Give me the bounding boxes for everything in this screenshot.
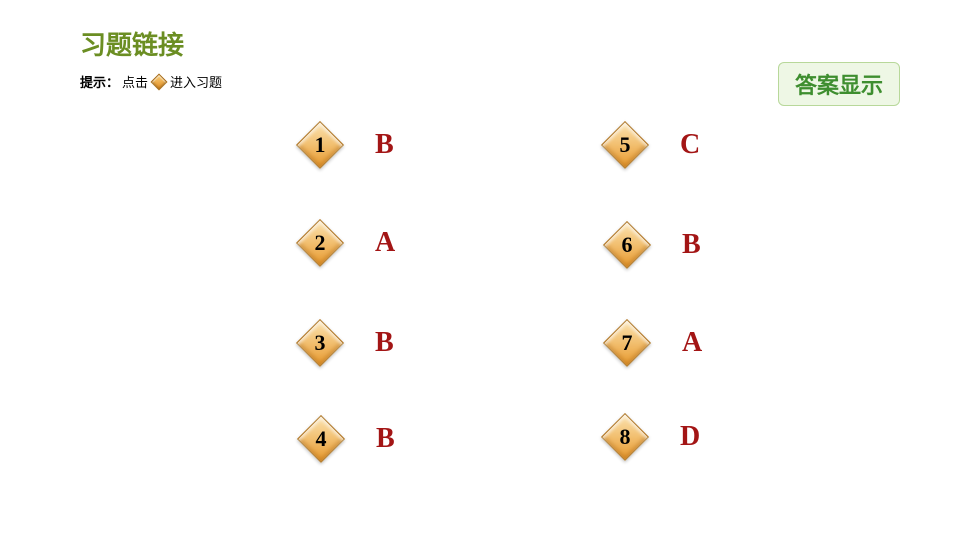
diamond-icon: [151, 73, 168, 90]
exercise-link-7[interactable]: 7A: [602, 318, 702, 368]
exercise-number: 5: [620, 132, 631, 158]
exercise-number: 2: [315, 230, 326, 256]
answer-display-button[interactable]: 答案显示: [778, 62, 900, 106]
exercise-number: 8: [620, 424, 631, 450]
diamond-icon: 3: [295, 318, 345, 368]
exercise-number: 1: [315, 132, 326, 158]
diamond-icon: 5: [600, 120, 650, 170]
exercise-number: 6: [622, 232, 633, 258]
exercise-number: 7: [622, 330, 633, 356]
diamond-icon: 2: [295, 218, 345, 268]
hint-prefix: 提示：: [80, 72, 119, 91]
exercise-link-8[interactable]: 8D: [600, 412, 700, 462]
diamond-icon: 4: [296, 414, 346, 464]
exercise-link-3[interactable]: 3B: [295, 318, 394, 368]
exercise-link-4[interactable]: 4B: [296, 414, 395, 464]
hint-suffix: 进入习题: [170, 72, 222, 91]
answer-letter: B: [375, 129, 394, 161]
answer-letter: D: [680, 421, 700, 453]
hint-line: 提示： 点击 进入习题: [80, 72, 222, 91]
exercise-number: 4: [316, 426, 327, 452]
answer-letter: B: [682, 229, 701, 261]
answer-letter: B: [376, 423, 395, 455]
answer-letter: C: [680, 129, 700, 161]
diamond-icon: 6: [602, 220, 652, 270]
exercise-link-6[interactable]: 6B: [602, 220, 701, 270]
diamond-icon: 7: [602, 318, 652, 368]
exercise-link-1[interactable]: 1B: [295, 120, 394, 170]
page-title: 习题链接: [80, 25, 184, 62]
title-text: 习题链接: [80, 31, 184, 60]
answer-letter: A: [682, 327, 702, 359]
answer-letter: B: [375, 327, 394, 359]
diamond-icon: 1: [295, 120, 345, 170]
hint-mid: 点击: [122, 72, 148, 91]
exercise-link-2[interactable]: 2A: [295, 218, 395, 268]
exercise-link-5[interactable]: 5C: [600, 120, 700, 170]
diamond-icon: 8: [600, 412, 650, 462]
exercise-number: 3: [315, 330, 326, 356]
answer-badge-text: 答案显示: [795, 73, 883, 98]
answer-letter: A: [375, 227, 395, 259]
